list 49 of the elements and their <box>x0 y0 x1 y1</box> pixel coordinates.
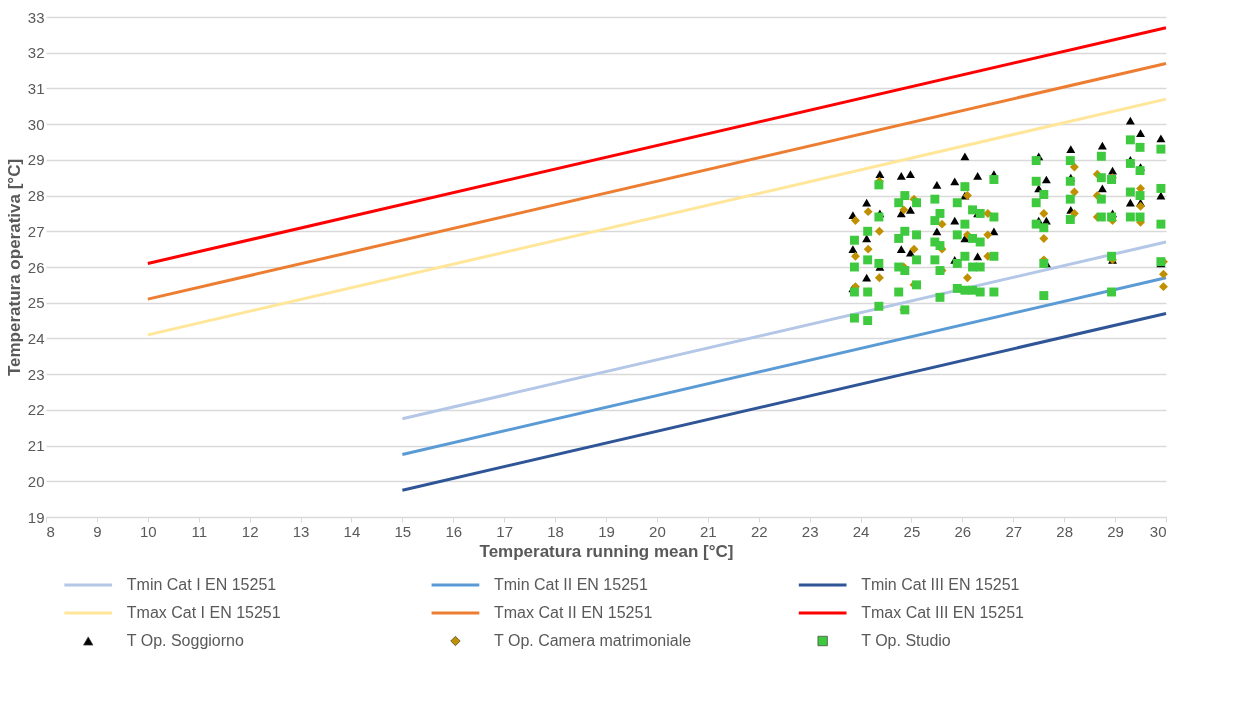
y-tick-label: 33 <box>27 8 45 26</box>
y-tick-label: 22 <box>27 401 45 419</box>
y-tick-label: 32 <box>27 44 45 62</box>
x-tick-label: 11 <box>191 522 208 540</box>
x-tick-label: 23 <box>801 522 819 540</box>
x-tick-label: 25 <box>903 522 921 540</box>
x-tick-label: 10 <box>139 522 157 540</box>
y-tick-label: 21 <box>27 437 45 455</box>
legend-label: Tmax Cat I EN 15251 <box>126 604 281 621</box>
y-tick-label: 29 <box>27 151 45 169</box>
x-tick-label: 27 <box>1005 522 1023 540</box>
legend-label: T Op. Studio <box>861 632 951 649</box>
x-tick-label: 14 <box>343 522 361 540</box>
x-tick-label: 19 <box>598 522 615 540</box>
y-tick-label: 31 <box>27 79 45 97</box>
y-tick-label: 28 <box>27 187 45 205</box>
y-tick-label: 20 <box>27 472 45 490</box>
legend-label: Tmin Cat I EN 15251 <box>126 576 277 593</box>
x-tick-label: 15 <box>394 522 412 540</box>
legend-label: Tmax Cat III EN 15251 <box>861 604 1025 621</box>
x-tick-label: 8 <box>46 522 55 540</box>
x-tick-label: 20 <box>649 522 666 540</box>
x-axis-title: Temperatura running mean [°C] <box>479 541 734 561</box>
y-tick-label: 23 <box>27 365 45 383</box>
x-tick-label: 17 <box>496 522 514 540</box>
y-tick-label: 19 <box>27 508 45 526</box>
y-tick-label: 27 <box>27 222 45 240</box>
y-axis-title: Temperatura operativa [°C] <box>4 158 24 377</box>
x-tick-label: 21 <box>699 522 717 540</box>
y-tick-label: 26 <box>27 258 45 276</box>
x-tick-label: 22 <box>750 522 768 540</box>
x-tick-label: 24 <box>852 522 870 540</box>
y-tick-label: 24 <box>27 329 45 347</box>
legend-label: Tmin Cat III EN 15251 <box>861 576 1020 593</box>
legend-label: Tmax Cat II EN 15251 <box>494 604 653 621</box>
legend-label: Tmin Cat II EN 15251 <box>494 576 648 593</box>
x-tick-label: 30 <box>1149 522 1167 540</box>
x-tick-label: 12 <box>241 522 259 540</box>
legend-label: T Op. Soggiorno <box>126 632 244 649</box>
x-tick-label: 9 <box>93 522 102 540</box>
y-tick-label: 25 <box>27 294 45 312</box>
x-tick-label: 16 <box>445 522 463 540</box>
legend-label: T Op. Camera matrimoniale <box>494 632 692 649</box>
x-tick-label: 29 <box>1107 522 1124 540</box>
x-tick-label: 26 <box>954 522 972 540</box>
y-tick-label: 30 <box>27 115 45 133</box>
x-tick-label: 18 <box>547 522 564 540</box>
x-tick-label: 28 <box>1056 522 1074 540</box>
x-tick-label: 13 <box>292 522 310 540</box>
